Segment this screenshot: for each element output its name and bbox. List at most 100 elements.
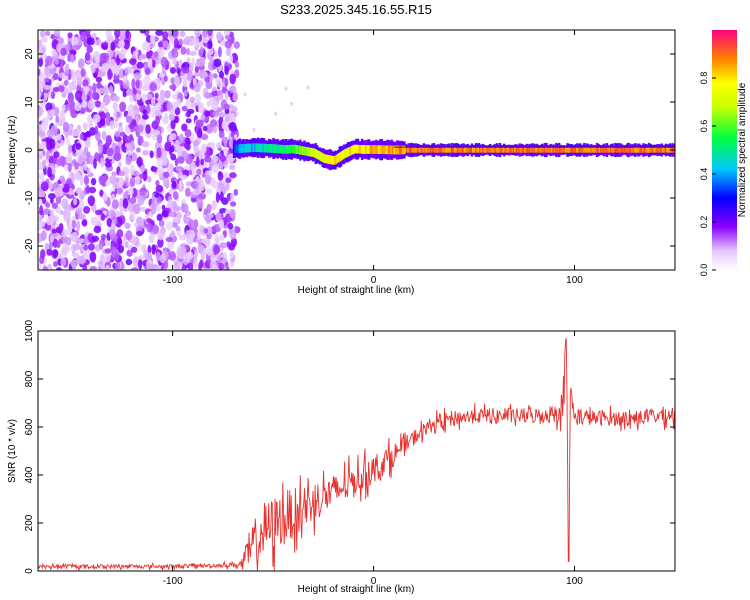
noise-speckle <box>211 164 219 174</box>
noise-speckle <box>168 163 173 171</box>
noise-speckle <box>135 79 140 89</box>
colorbar-tick-label: 0.8 <box>699 72 709 85</box>
noise-speckle <box>85 185 91 194</box>
signal-core <box>306 147 309 156</box>
noise-speckle <box>141 42 148 51</box>
signal-core <box>497 147 500 153</box>
noise-speckle <box>229 112 236 124</box>
signal-core <box>349 146 353 156</box>
noise-speckle <box>93 52 100 63</box>
noise-speckle <box>221 120 228 130</box>
noise-speckle <box>89 265 97 270</box>
noise-speckle <box>225 177 232 183</box>
noise-speckle <box>185 229 192 240</box>
signal-core <box>315 150 319 159</box>
noise-speckle <box>143 249 148 259</box>
noise-speckle <box>228 155 234 165</box>
noise-speckle <box>217 46 222 58</box>
noise-speckle <box>163 171 170 179</box>
noise-speckle <box>145 93 153 100</box>
noise-speckle <box>196 58 205 67</box>
signal-core <box>635 147 638 153</box>
noise-speckle <box>114 130 121 138</box>
noise-speckle <box>38 89 41 100</box>
noise-speckle <box>172 57 178 65</box>
noise-speckle <box>206 203 212 214</box>
noise-speckle <box>81 219 88 226</box>
signal-core <box>382 145 385 155</box>
noise-speckle <box>147 176 152 183</box>
signal-core <box>477 147 481 153</box>
signal-core <box>272 144 275 153</box>
noise-speckle <box>175 225 181 232</box>
x-tick-label: -100 <box>163 576 183 587</box>
y-tick-label: 20 <box>24 48 35 60</box>
signal-core <box>401 145 405 155</box>
noise-speckle <box>135 230 143 237</box>
noise-speckle <box>52 87 60 93</box>
signal-core <box>564 147 568 153</box>
noise-speckle <box>223 136 228 148</box>
noise-speckle <box>117 237 123 247</box>
noise-speckle <box>164 112 169 124</box>
noise-speckle <box>49 138 56 149</box>
signal-core <box>597 147 600 153</box>
noise-speckle <box>154 266 159 270</box>
signal-core <box>591 147 595 153</box>
noise-speckle <box>80 68 86 77</box>
noise-speckle <box>97 260 104 267</box>
signal-core <box>359 145 362 154</box>
signal-core <box>244 143 247 153</box>
noise-speckle <box>155 30 164 37</box>
noise-speckle <box>150 106 157 118</box>
noise-speckle <box>113 152 122 162</box>
signal-core <box>335 154 339 164</box>
noise-speckle <box>43 91 48 101</box>
noise-speckle <box>84 30 91 36</box>
noise-speckle <box>118 161 122 168</box>
noise-speckle <box>171 180 177 189</box>
noise-speckle <box>125 30 130 39</box>
signal-core <box>300 146 303 155</box>
colorbar-tick-label: 0.0 <box>699 264 709 277</box>
signal-core <box>618 147 621 153</box>
noise-speckle <box>121 31 126 39</box>
noise-speckle <box>76 70 82 78</box>
signal-core <box>259 143 263 153</box>
noise-speckle <box>76 80 83 86</box>
noise-speckle <box>173 75 178 83</box>
signal-core <box>666 147 669 153</box>
signal-core <box>289 144 292 154</box>
noise-speckle <box>155 180 160 187</box>
noise-speckle <box>109 228 116 239</box>
signal-core <box>322 154 326 163</box>
noise-speckle <box>219 242 228 249</box>
noise-speckle <box>213 244 220 255</box>
snr-x-ticks: -100 0 100 <box>163 331 583 587</box>
signal-core <box>642 147 645 153</box>
signal-core <box>546 147 549 153</box>
noise-speckle <box>83 244 88 251</box>
signal-core <box>291 144 295 154</box>
noise-speckle <box>198 192 207 200</box>
noise-speckle <box>150 166 159 172</box>
noise-speckle <box>216 89 223 96</box>
noise-speckle <box>48 192 57 200</box>
signal-core <box>632 147 635 153</box>
signal-core <box>494 147 497 153</box>
noise-speckle <box>118 49 126 60</box>
signal-core <box>660 147 663 153</box>
noise-speckle <box>107 209 116 219</box>
noise-speckle <box>158 219 165 227</box>
noise-speckle <box>136 124 144 133</box>
signal-core <box>529 147 533 153</box>
noise-speckle <box>86 151 91 159</box>
signal-core <box>626 147 630 153</box>
noise-speckle <box>141 93 147 104</box>
noise-speckle <box>186 251 194 260</box>
noise-speckle <box>129 58 137 66</box>
signal-core <box>467 147 471 153</box>
noise-speckle <box>125 241 129 248</box>
noise-speckle <box>201 172 206 179</box>
signal-core <box>280 144 284 154</box>
